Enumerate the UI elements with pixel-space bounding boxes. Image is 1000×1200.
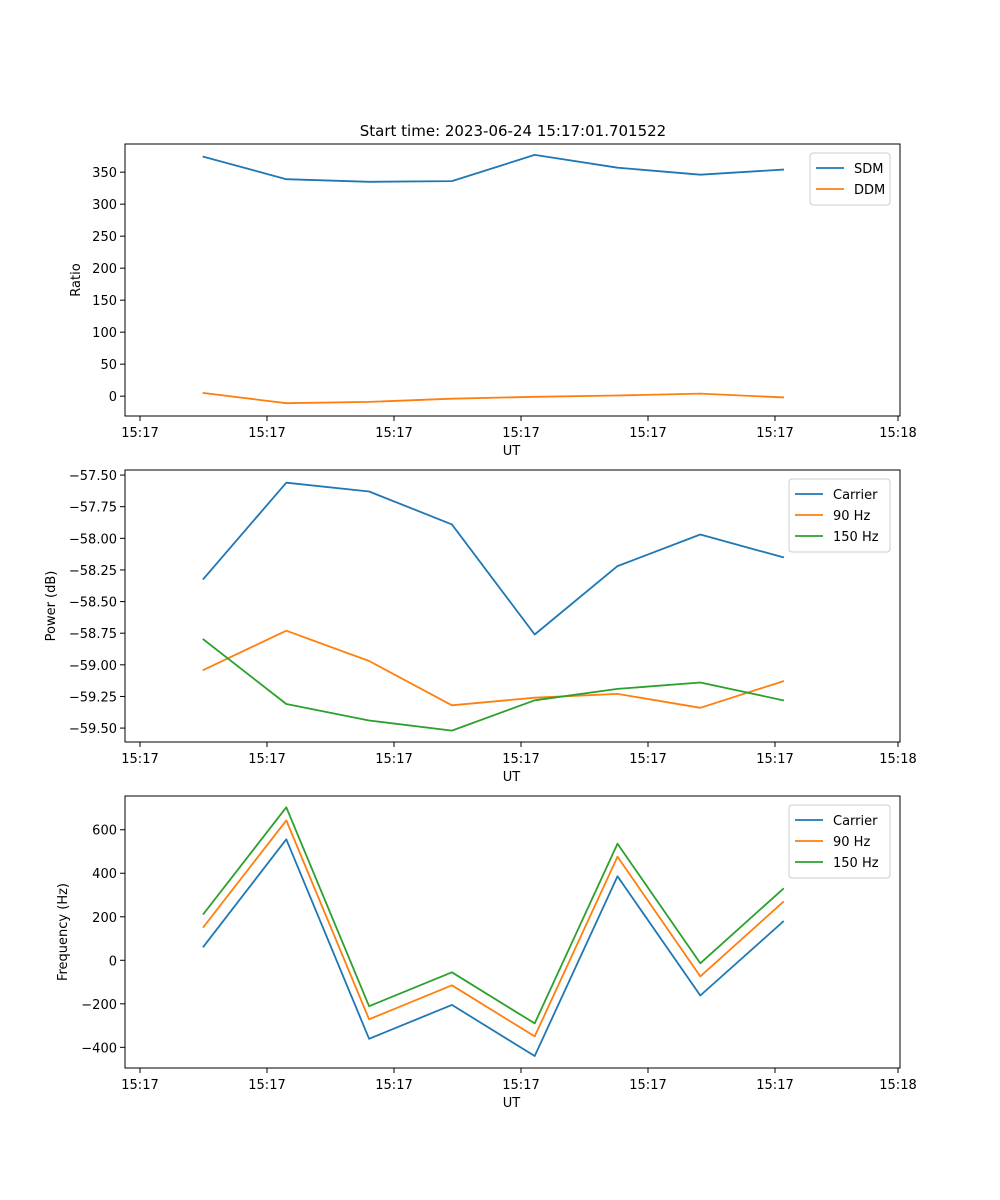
chart-panel-2: 15:17 15:17 15:17 15:17 15:17 15:17 15:18 −57.5… — [44, 469, 917, 785]
x-tick-label: 15:17 — [756, 752, 793, 767]
y-tick-label: −57.50 — [69, 469, 117, 484]
x-tick-label: 15:17 — [629, 752, 666, 767]
axes-frame — [124, 143, 901, 417]
series-line-90-hz — [202, 629, 785, 709]
series-line-150-hz — [202, 638, 785, 732]
y-tick-label: 150 — [92, 294, 117, 309]
y-tick-label: −58.00 — [69, 532, 117, 547]
x-tick-label: 15:17 — [248, 426, 285, 441]
legend-label: Carrier — [833, 814, 878, 829]
y-tick-label: 50 — [100, 358, 117, 373]
y-tick-label: −58.25 — [69, 564, 117, 579]
y-tick-label: −59.25 — [69, 690, 117, 705]
y-tick-label: −59.00 — [69, 659, 117, 674]
legend-label: 90 Hz — [833, 835, 870, 850]
axes-frame — [124, 469, 901, 743]
legend: Carrier 90 Hz 150 Hz — [788, 804, 891, 879]
legend-box — [809, 152, 891, 206]
series-line-carrier — [202, 481, 785, 636]
y-tick-label: 200 — [92, 262, 117, 277]
legend-label: 150 Hz — [833, 856, 879, 871]
y-tick-label: 400 — [92, 867, 117, 882]
y-tick-label: −200 — [81, 998, 117, 1013]
x-tick-label: 15:18 — [879, 1078, 916, 1093]
y-tick-label: 300 — [92, 198, 117, 213]
panels: 15:17 15:17 15:17 15:17 15:17 15:17 15:18 0 50 10… — [44, 143, 917, 1111]
series-line-90-hz — [202, 819, 785, 1038]
x-axis-label: UT — [503, 444, 521, 459]
y-tick-label: −58.50 — [69, 596, 117, 611]
series-line-ddm — [202, 391, 785, 405]
y-tick-label: 600 — [92, 824, 117, 839]
series-line-150-hz — [202, 806, 785, 1025]
x-tick-label: 15:17 — [375, 1078, 412, 1093]
legend-box — [788, 804, 891, 879]
x-tick-label: 15:17 — [502, 1078, 539, 1093]
y-tick-label: 0 — [109, 390, 117, 405]
y-tick-label: −57.75 — [69, 501, 117, 516]
legend-label: Carrier — [833, 488, 878, 503]
legend-label: 90 Hz — [833, 509, 870, 524]
y-tick-label: −58.75 — [69, 627, 117, 642]
x-axis-label: UT — [503, 1096, 521, 1111]
y-axis-label: Frequency (Hz) — [56, 883, 71, 981]
legend-label: 150 Hz — [833, 530, 879, 545]
x-tick-label: 15:17 — [629, 1078, 666, 1093]
chart-panel-1: 15:17 15:17 15:17 15:17 15:17 15:17 15:18 0 50 10… — [69, 143, 917, 459]
figure-title: Start time: 2023-06-24 15:17:01.701522 — [360, 122, 666, 140]
x-tick-label: 15:17 — [375, 426, 412, 441]
y-tick-label: 250 — [92, 230, 117, 245]
x-tick-label: 15:17 — [248, 752, 285, 767]
x-tick-label: 15:17 — [502, 752, 539, 767]
legend-box — [788, 478, 891, 553]
x-tick-label: 15:17 — [502, 426, 539, 441]
y-tick-label: 350 — [92, 166, 117, 181]
x-tick-label: 15:17 — [756, 1078, 793, 1093]
legend: SDM DDM — [809, 152, 891, 206]
x-axis-label: UT — [503, 770, 521, 785]
y-tick-label: 200 — [92, 911, 117, 926]
x-tick-label: 15:17 — [248, 1078, 285, 1093]
x-tick-label: 15:18 — [879, 426, 916, 441]
series-line-sdm — [202, 153, 785, 183]
x-tick-label: 15:17 — [121, 426, 158, 441]
y-tick-label: −59.50 — [69, 722, 117, 737]
chart-panel-3: 15:17 15:17 15:17 15:17 15:17 15:17 15:18 −400 −… — [56, 795, 917, 1111]
legend: Carrier 90 Hz 150 Hz — [788, 478, 891, 553]
x-tick-label: 15:17 — [121, 1078, 158, 1093]
legend-label: DDM — [854, 183, 885, 198]
x-tick-label: 15:17 — [629, 426, 666, 441]
series-line-carrier — [202, 838, 785, 1057]
axes-frame — [124, 795, 901, 1069]
y-tick-label: 0 — [109, 954, 117, 969]
y-axis-label: Power (dB) — [44, 571, 59, 642]
x-tick-label: 15:17 — [756, 426, 793, 441]
x-tick-label: 15:18 — [879, 752, 916, 767]
x-tick-label: 15:17 — [375, 752, 412, 767]
y-tick-label: −400 — [81, 1041, 117, 1056]
x-tick-label: 15:17 — [121, 752, 158, 767]
y-axis-label: Ratio — [69, 263, 84, 296]
y-tick-label: 100 — [92, 326, 117, 341]
legend-label: SDM — [854, 162, 883, 177]
